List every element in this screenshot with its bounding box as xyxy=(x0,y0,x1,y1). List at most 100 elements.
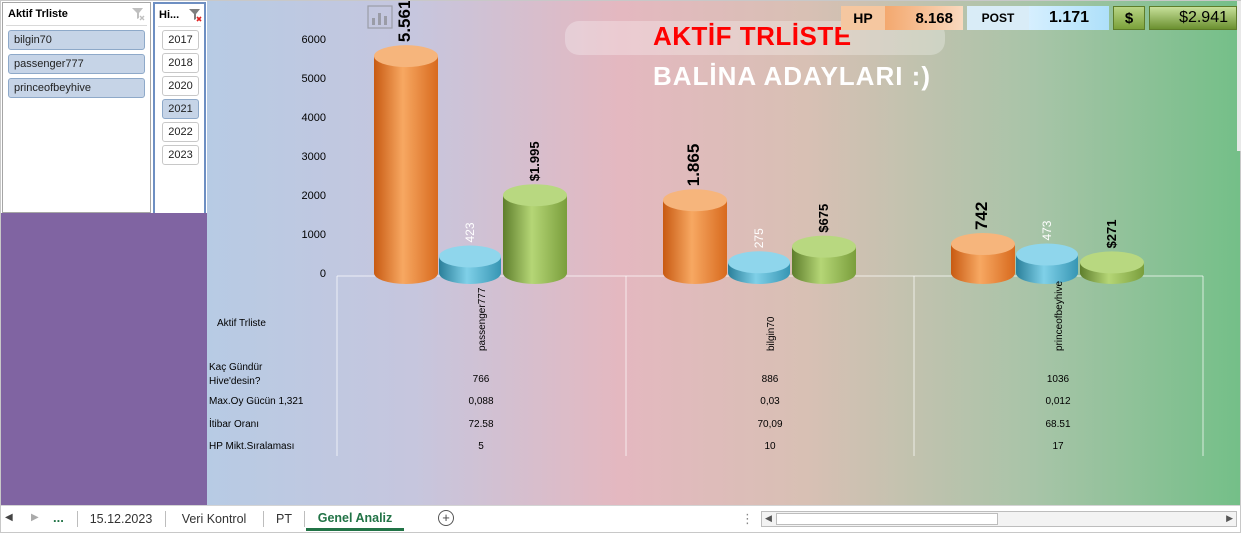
y-tick-label: 3000 xyxy=(302,151,326,163)
slicer-item-2021[interactable]: 2021 xyxy=(162,99,199,119)
table-header: Aktif Trliste xyxy=(217,318,266,329)
table-cell: 0,088 xyxy=(468,396,493,407)
tab-genel-analiz[interactable]: Genel Analiz xyxy=(306,507,404,531)
data-label: 275 xyxy=(752,228,766,248)
y-tick-label: 6000 xyxy=(302,34,326,46)
bar-top-hp-passenger777 xyxy=(374,45,438,68)
chart-subtitle: BALİNA ADAYLARI :) xyxy=(653,61,931,91)
table-cell: 72.58 xyxy=(468,419,493,430)
data-label: 742 xyxy=(972,202,991,230)
table-cell: 766 xyxy=(473,374,490,385)
slicer-item-2022[interactable]: 2022 xyxy=(162,122,199,142)
clear-filter-icon[interactable] xyxy=(188,8,202,22)
table-cell: 0,03 xyxy=(760,396,780,407)
bar-hp-bilgin70 xyxy=(663,200,727,284)
bar-top-dollar-bilgin70 xyxy=(792,235,856,258)
tab-separator xyxy=(263,511,264,527)
slicer-item-2017[interactable]: 2017 xyxy=(162,30,199,50)
purple-panel xyxy=(1,213,207,505)
data-label: $675 xyxy=(816,204,831,233)
slicer-item-2018[interactable]: 2018 xyxy=(162,53,199,73)
scrollbar-thumb[interactable] xyxy=(776,513,998,525)
slicer-item-passenger777[interactable]: passenger777 xyxy=(8,54,145,74)
tab-veri-kontrol[interactable]: Veri Kontrol xyxy=(181,512,247,526)
category-label: passenger777 xyxy=(477,287,488,351)
slicer-item-princeofbeyhive[interactable]: princeofbeyhive xyxy=(8,78,145,98)
chart-icon[interactable] xyxy=(367,5,393,29)
slicer-divider xyxy=(6,25,147,26)
user-slicer-header: Aktif Trliste xyxy=(3,3,150,25)
row-label: Kaç Gündür xyxy=(209,362,263,373)
tab-separator xyxy=(165,511,166,527)
add-sheet-icon[interactable]: + xyxy=(438,510,454,526)
year-slicer-title: Hi... xyxy=(159,9,180,21)
data-label: 473 xyxy=(1040,220,1054,240)
data-label: 1.865 xyxy=(684,144,703,187)
tab-pt[interactable]: PT xyxy=(276,512,292,526)
table-cell: 5 xyxy=(478,441,484,452)
row-label: İtibar Oranı xyxy=(209,417,259,430)
bar-hp-princeofbeyhive xyxy=(951,244,1015,284)
dollar-value: $2.941 xyxy=(1149,6,1237,30)
dollar-label: $ xyxy=(1113,6,1145,30)
bar-chart: 0 1000 2000 3000 4000 5000 6000 5.561 423 $1.995 p… xyxy=(209,1,1204,456)
bar-top-dollar-passenger777 xyxy=(503,184,567,207)
y-tick-label: 4000 xyxy=(302,112,326,124)
table-cell: 1036 xyxy=(1047,374,1070,385)
tab-separator xyxy=(304,511,305,527)
scroll-left-icon[interactable]: ◀ xyxy=(5,512,13,523)
sheet-tab-bar: ◀ ▶ ... 15.12.2023 Veri Kontrol PT Genel… xyxy=(1,505,1240,532)
slicer-item-2020[interactable]: 2020 xyxy=(162,76,199,96)
bar-top-hp-princeofbeyhive xyxy=(951,233,1015,256)
table-cell: 68.51 xyxy=(1045,419,1070,430)
horizontal-scrollbar[interactable]: ◀ ▶ xyxy=(761,511,1237,527)
vertical-scrollbar[interactable] xyxy=(1237,1,1241,151)
bar-dollar-passenger777 xyxy=(503,195,567,284)
year-slicer: Hi... 2017 2018 2020 2021 2022 2023 xyxy=(153,2,206,215)
tab-split-handle[interactable]: ⋮ xyxy=(741,511,754,526)
data-label: 5.561 xyxy=(395,1,414,42)
data-label: $271 xyxy=(1104,220,1119,249)
table-cell: 10 xyxy=(764,441,776,452)
y-tick-label: 1000 xyxy=(302,229,326,241)
bar-top-post-passenger777 xyxy=(439,245,501,268)
data-label: $1.995 xyxy=(527,141,542,181)
tab-15-12-2023[interactable]: 15.12.2023 xyxy=(89,512,153,526)
chart-title: AKTİF TRLİSTE xyxy=(653,21,852,51)
table-cell: 0,012 xyxy=(1045,396,1070,407)
bar-top-dollar-princeofbeyhive xyxy=(1080,251,1144,274)
more-sheets-button[interactable]: ... xyxy=(53,510,64,525)
bar-top-post-princeofbeyhive xyxy=(1016,243,1078,266)
scroll-right-icon[interactable]: ▶ xyxy=(31,512,39,523)
bar-hp-passenger777 xyxy=(374,56,438,284)
data-label: 423 xyxy=(463,222,477,242)
category-label: princeofbeyhive xyxy=(1054,281,1065,351)
hp-label: HP xyxy=(841,6,885,30)
bar-top-hp-bilgin70 xyxy=(663,189,727,212)
slicer-item-2023[interactable]: 2023 xyxy=(162,145,199,165)
y-tick-label: 5000 xyxy=(302,73,326,85)
category-label: bilgin70 xyxy=(766,316,777,351)
y-tick-label: 2000 xyxy=(302,190,326,202)
user-slicer-title: Aktif Trliste xyxy=(8,8,68,20)
scroll-left-icon[interactable]: ◀ xyxy=(765,513,772,523)
scroll-right-icon[interactable]: ▶ xyxy=(1226,513,1233,523)
table-cell: 886 xyxy=(762,374,779,385)
row-label: HP Mikt.Sıralaması xyxy=(209,441,294,452)
slicer-item-bilgin70[interactable]: bilgin70 xyxy=(8,30,145,50)
slicer-divider xyxy=(158,26,201,27)
hp-value: 8.168 xyxy=(885,6,963,30)
chart-area[interactable]: AKTİF TRLİSTE BALİNA ADAYLARI :) HP 8.16… xyxy=(207,1,1241,505)
table-cell: 70,09 xyxy=(757,419,782,430)
row-label: Max.Oy Gücün 1,321 xyxy=(209,396,304,407)
post-label: POST xyxy=(967,6,1029,30)
clear-filter-icon[interactable] xyxy=(131,7,145,21)
tab-separator xyxy=(77,511,78,527)
year-slicer-header: Hi... xyxy=(155,4,204,26)
row-label: Hive'desin? xyxy=(209,376,261,387)
bar-top-post-bilgin70 xyxy=(728,251,790,274)
table-cell: 17 xyxy=(1052,441,1064,452)
user-slicer: Aktif Trliste bilgin70 passenger777 prin… xyxy=(2,2,151,213)
y-tick-label: 0 xyxy=(320,268,326,280)
